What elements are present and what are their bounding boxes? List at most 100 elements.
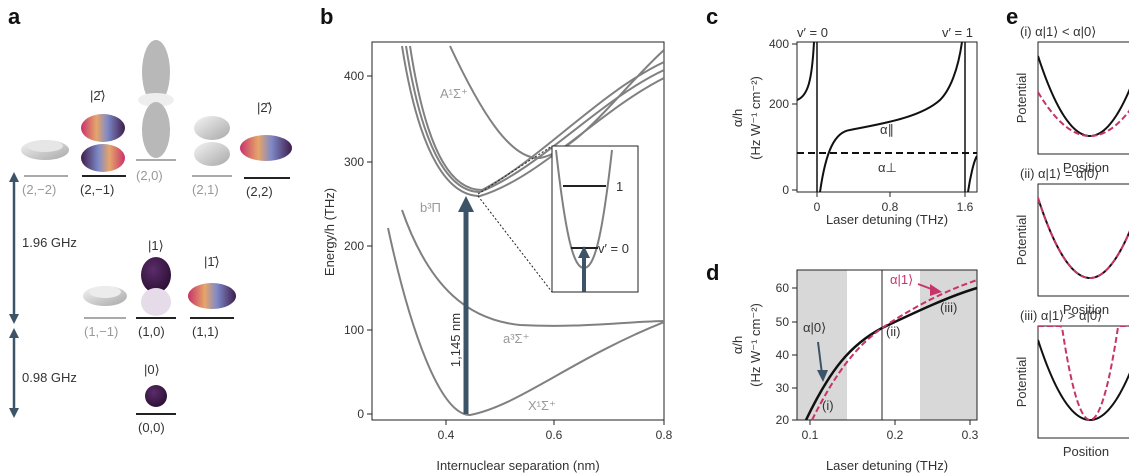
alpha1-arrow bbox=[917, 283, 942, 296]
b-y-tick-label: 100 bbox=[344, 323, 364, 337]
curve-b1 bbox=[401, 45, 664, 198]
state-label-2-m1: (2,−1) bbox=[80, 182, 114, 197]
c-x-tick-label: 0 bbox=[814, 200, 821, 214]
b-x-tick-label: 0.4 bbox=[438, 428, 455, 442]
b-y-tick-label: 0 bbox=[357, 407, 364, 421]
top-label-v1: v′ = 1 bbox=[942, 25, 973, 40]
state-b: b³Π bbox=[420, 200, 441, 215]
state-a: a³Σ⁺ bbox=[503, 331, 529, 346]
gap-arrow-upper bbox=[9, 172, 19, 324]
alpha-parallel-curve bbox=[797, 42, 977, 192]
state-label-2-1: (2,1) bbox=[192, 182, 219, 197]
y-ticks-b: 0 100 200 300 400 bbox=[344, 69, 372, 421]
inset-connector-top bbox=[477, 145, 553, 195]
plot-frame-b bbox=[371, 41, 665, 421]
e-potential-1 bbox=[1038, 91, 1129, 138]
b-y-tick-label: 300 bbox=[344, 155, 364, 169]
e-frame bbox=[1037, 41, 1129, 155]
panel-c: c α/h (Hz W⁻¹ cm⁻²) Laser detuning (THz)… bbox=[706, 4, 978, 227]
y-axis-label-c-2: (Hz W⁻¹ cm⁻²) bbox=[748, 76, 763, 160]
alpha1-curve bbox=[811, 279, 978, 421]
e-ylabel: Potential bbox=[1014, 73, 1029, 124]
wavelength-label: 1,145 nm bbox=[448, 313, 463, 367]
orbital-2-2 bbox=[240, 135, 292, 161]
e-potential-1 bbox=[1038, 197, 1129, 280]
plot-frame-c bbox=[796, 41, 978, 193]
curve-X bbox=[387, 227, 664, 417]
inset-level-1: 1 bbox=[616, 179, 623, 194]
c-y-tick-label: 200 bbox=[769, 97, 789, 111]
ket-0: |0⟩ bbox=[144, 362, 160, 377]
y-ticks-c: 0 200 400 bbox=[769, 37, 797, 197]
x-ticks-b: 0.4 0.6 0.8 bbox=[438, 420, 673, 442]
curve-b2 bbox=[405, 45, 664, 194]
region-label-ii: (ii) bbox=[886, 324, 900, 339]
shade-regions bbox=[797, 270, 977, 420]
e-potential-0 bbox=[1038, 55, 1129, 138]
orbital-0-0 bbox=[145, 385, 167, 407]
gap-label-lower: 0.98 GHz bbox=[22, 370, 77, 385]
label-alpha0: α|0⟩ bbox=[803, 320, 826, 335]
inset-connector-bottom bbox=[477, 195, 553, 293]
state-A: A¹Σ⁺ bbox=[440, 86, 468, 101]
excitation-arrow bbox=[458, 196, 474, 414]
b-y-tick-label: 200 bbox=[344, 239, 364, 253]
y-axis-label-b: Energy/h (THz) bbox=[322, 188, 337, 276]
label-alpha-perp: α⊥ bbox=[878, 160, 897, 175]
inset bbox=[551, 145, 639, 293]
gap-arrow-lower bbox=[9, 328, 19, 418]
d-y-tick-label: 60 bbox=[776, 281, 790, 295]
ket-1bar: |1̄⟩ bbox=[204, 254, 220, 269]
curve-a bbox=[401, 209, 664, 327]
d-y-tick-label: 30 bbox=[776, 381, 790, 395]
orbital-2-m1 bbox=[81, 114, 125, 172]
panel-letter-e: e bbox=[1006, 4, 1018, 29]
x-axis-label-c: Laser detuning (THz) bbox=[826, 212, 948, 227]
e-ylabel: Potential bbox=[1014, 215, 1029, 266]
e-xlabel: Position bbox=[1063, 444, 1109, 459]
c-y-tick-label: 400 bbox=[769, 37, 789, 51]
state-label-2-m2: (2,−2) bbox=[22, 182, 56, 197]
state-X: X¹Σ⁺ bbox=[528, 398, 556, 413]
state-label-2-2: (2,2) bbox=[246, 184, 273, 199]
e-frame bbox=[1037, 325, 1129, 439]
y-axis-label-d-2: (Hz W⁻¹ cm⁻²) bbox=[748, 303, 763, 387]
gap-label-upper: 1.96 GHz bbox=[22, 235, 77, 250]
d-y-tick-label: 50 bbox=[776, 315, 790, 329]
orbital-1-1 bbox=[188, 283, 236, 309]
state-label-2-0: (2,0) bbox=[136, 168, 163, 183]
d-x-tick-label: 0.3 bbox=[962, 428, 979, 442]
region-label-i: (i) bbox=[822, 398, 834, 413]
c-x-tick-label: 1.6 bbox=[957, 200, 974, 214]
panel-b: b Energy/h (THz) Internuclear separation… bbox=[320, 4, 673, 473]
alpha0-arrow bbox=[817, 341, 828, 382]
potential-curves bbox=[387, 45, 664, 417]
y-ticks-d: 20 30 40 50 60 bbox=[776, 281, 797, 427]
panel-d: d α/h (Hz W⁻¹ cm⁻²) Laser detuning (THz)… bbox=[706, 260, 979, 473]
label-alpha-parallel: α∥ bbox=[880, 122, 894, 137]
panel-a: a (2,−2) |2̄⟩ (2,−1) (2,0) (2,1) bbox=[8, 4, 292, 435]
y-axis-label-d-1: α/h bbox=[730, 336, 745, 354]
orbital-1-m1 bbox=[83, 286, 127, 306]
curve-b3 bbox=[409, 45, 664, 192]
e-potential-0 bbox=[1038, 197, 1129, 280]
orbital-2-0 bbox=[138, 40, 174, 158]
ket-2bar: |2̄⟩ bbox=[90, 88, 106, 103]
x-axis-label-d: Laser detuning (THz) bbox=[826, 458, 948, 473]
c-x-tick-label: 0.8 bbox=[882, 200, 899, 214]
ket-1: |1⟩ bbox=[148, 238, 164, 253]
c-y-tick-label: 0 bbox=[782, 183, 789, 197]
e-subtitle: (iii) α|1⟩ > α|0⟩ bbox=[1020, 308, 1102, 323]
e-subtitle: (i) α|1⟩ < α|0⟩ bbox=[1020, 24, 1096, 39]
e-xlabel: Position bbox=[1063, 160, 1109, 175]
state-label-1-0: (1,0) bbox=[138, 324, 165, 339]
e-potential-0 bbox=[1038, 339, 1129, 422]
e-potential-1 bbox=[1038, 326, 1129, 422]
d-y-tick-label: 20 bbox=[776, 413, 790, 427]
b-x-tick-label: 0.8 bbox=[656, 428, 673, 442]
curve-A bbox=[449, 45, 664, 160]
orbital-1-0 bbox=[141, 257, 171, 316]
panel-letter-a: a bbox=[8, 4, 21, 29]
